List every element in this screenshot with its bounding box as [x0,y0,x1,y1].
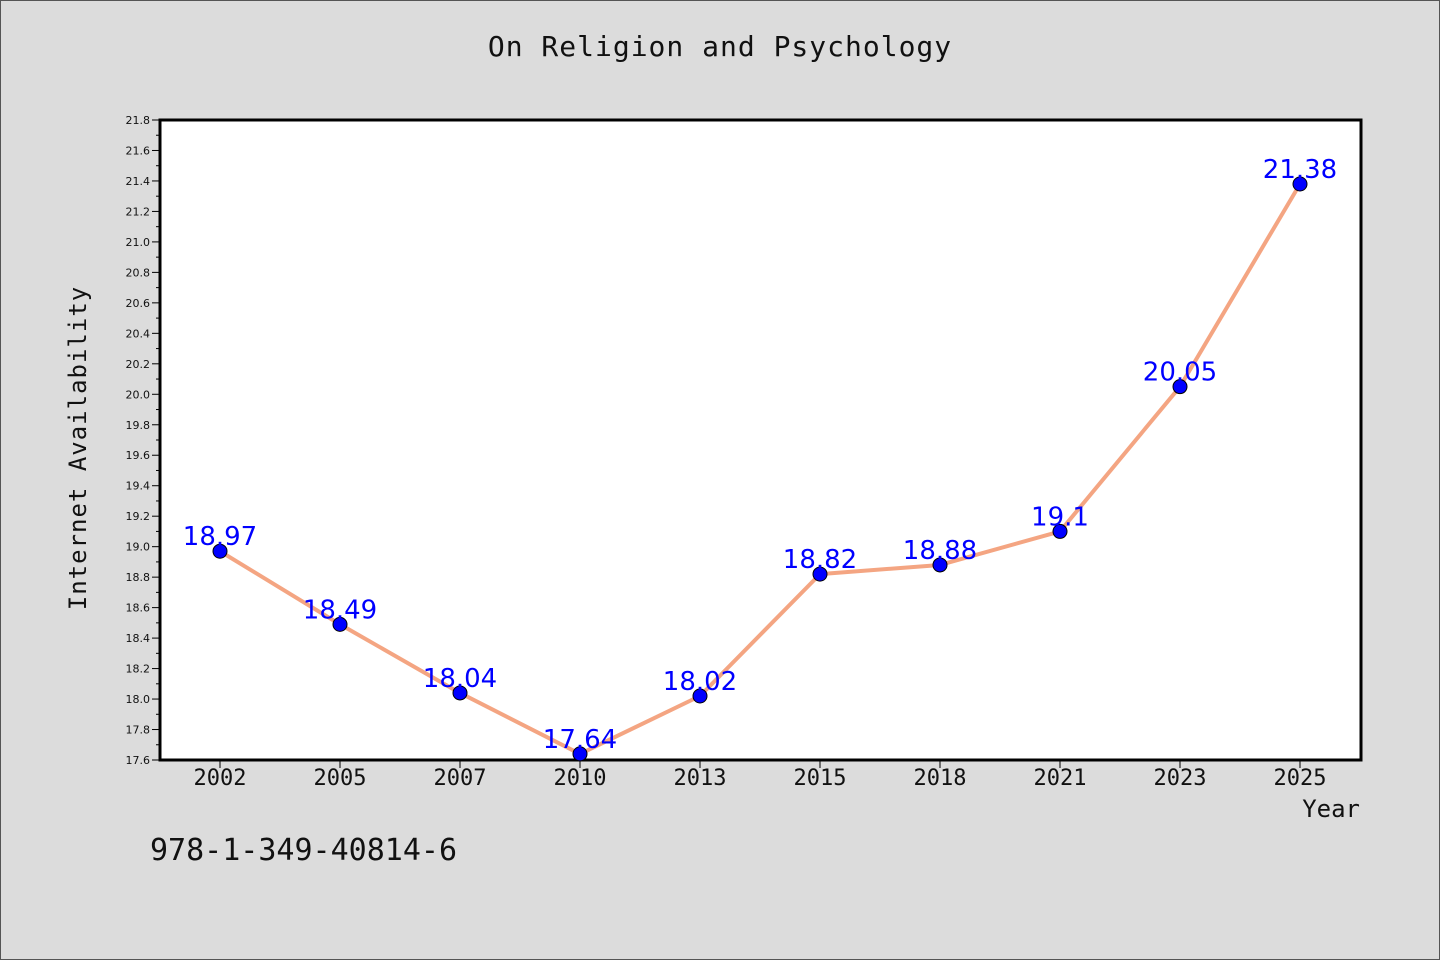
data-point [812,566,828,582]
data-point [452,685,468,701]
series-line [218,182,1302,756]
x-tick-label: 2013 [674,766,727,791]
y-tick-label: 20.8 [126,266,151,279]
y-tick-label: 18.6 [126,602,151,615]
chart-title: On Religion and Psychology [487,30,953,63]
y-tick-label: 21.6 [126,144,151,157]
data-label: 18.97 [183,522,257,552]
y-tick-label: 18.2 [126,663,151,676]
x-tick-label: 2002 [194,766,247,791]
x-tick-label: 2021 [1034,766,1087,791]
data-label: 17.64 [543,725,617,755]
y-tick-label: 19.0 [126,541,151,554]
y-tick-label: 19.6 [126,449,151,462]
x-axis-ticks: 2002 2005 2007 2010 2013 2015 2018 2021 2023 2025 [194,760,1327,791]
y-tick-label: 20.6 [126,297,151,310]
y-tick-label: 18.4 [126,632,151,645]
y-tick-label: 19.2 [126,510,151,523]
y-tick-label: 18.0 [126,693,151,706]
x-tick-label: 2023 [1154,766,1207,791]
y-axis-ticks: 17.6 17.8 18.0 18.2 18.4 18.6 18.8 19.0 19.2 19.4… [126,114,160,767]
y-tick-label: 19.8 [126,419,151,432]
data-point [1052,523,1068,539]
data-label: 18.02 [663,667,737,697]
x-tick-label: 2005 [314,766,367,791]
y-tick-label: 17.8 [126,724,151,737]
x-tick-label: 2018 [914,766,967,791]
data-point [572,746,588,762]
y-tick-label: 20.4 [126,327,151,340]
y-tick-label: 17.6 [126,754,151,767]
data-label: 18.04 [423,664,497,694]
y-tick-label: 21.8 [126,114,151,127]
x-tick-label: 2010 [554,766,607,791]
data-point [932,557,948,573]
data-label: 18.49 [303,595,377,625]
data-labels: 18.97 18.49 18.04 17.64 18.02 18.82 18.88 19.1 2… [183,155,1337,755]
y-tick-label: 21.4 [126,175,151,188]
x-tick-label: 2007 [434,766,487,791]
x-tick-label: 2015 [794,766,847,791]
data-point [1292,176,1308,192]
data-point [692,688,708,704]
y-tick-label: 21.2 [126,205,151,218]
data-label: 20.05 [1143,358,1217,388]
y-tick-label: 19.4 [126,480,151,493]
data-point [332,616,348,632]
y-tick-label: 20.2 [126,358,151,371]
x-axis-label: Year [1302,795,1360,823]
data-label: 19.1 [1031,502,1089,532]
data-label: 18.88 [903,536,977,566]
data-point [1172,379,1188,395]
data-label: 21.38 [1263,155,1337,185]
x-tick-label: 2025 [1274,766,1327,791]
y-tick-label: 21.0 [126,236,151,249]
data-series [212,176,1308,762]
data-point [212,543,228,559]
plot-area [158,118,1363,762]
y-tick-label: 18.8 [126,571,151,584]
y-tick-label: 20.0 [126,388,151,401]
isbn-text: 978-1-349-40814-6 [150,833,458,868]
data-label: 18.82 [783,545,857,575]
